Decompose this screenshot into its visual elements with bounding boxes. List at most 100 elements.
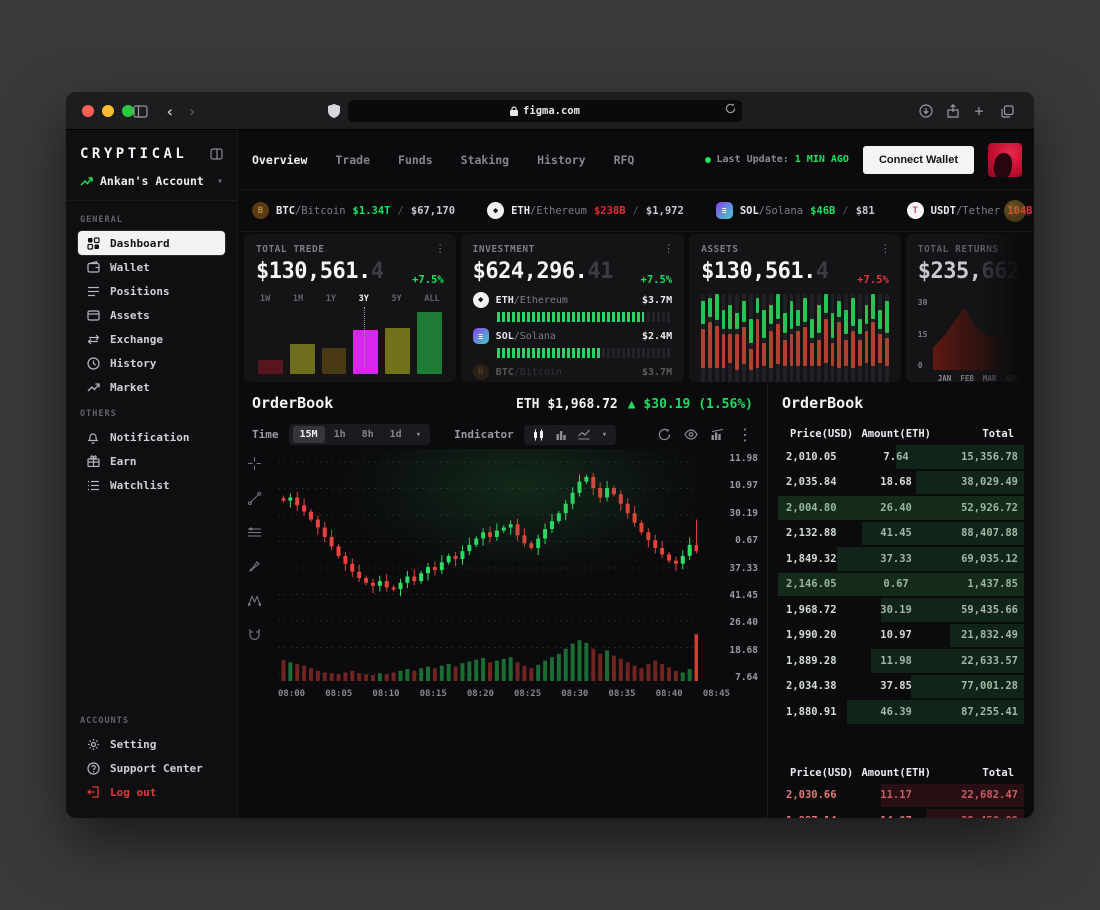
timeframe-15m[interactable]: 15M	[292, 426, 325, 443]
back-icon[interactable]: ‹	[165, 101, 175, 121]
stats-icon[interactable]	[711, 429, 724, 440]
account-switcher[interactable]: Ankan's Account ▾	[66, 162, 237, 198]
kebab-menu-icon[interactable]: ⋮	[879, 242, 891, 255]
sidebar-item-exchange[interactable]: Exchange	[78, 327, 225, 351]
crosshair-tool-icon[interactable]	[248, 457, 261, 470]
sidebar-item-watchlist[interactable]: Watchlist	[78, 473, 225, 497]
pair-base: BTC	[276, 204, 295, 217]
kebab-menu-icon[interactable]: ⋮	[737, 425, 753, 444]
amount-cell: 0.67	[883, 578, 909, 591]
sidebar-item-log-out[interactable]: Log out	[78, 780, 225, 804]
sidebar-item-earn[interactable]: Earn	[78, 449, 225, 473]
range-all[interactable]: ALL	[424, 294, 440, 304]
line-style-icon[interactable]	[573, 427, 595, 442]
timeframe-1h[interactable]: 1h	[333, 429, 346, 440]
price-cell: 2,035.84	[786, 476, 837, 489]
magnet-tool-icon[interactable]	[248, 628, 261, 641]
orderbook-row[interactable]: 1,990.20 10.97 21,832.49	[778, 623, 1024, 649]
price-label: 18.68	[729, 644, 758, 656]
pattern-tool-icon[interactable]	[248, 595, 261, 606]
orderbook-row[interactable]: 2,035.84 18.68 38,029.49	[778, 470, 1024, 496]
orderbook-row[interactable]: 1,997.1414.0728,450.09	[778, 808, 1024, 818]
time-label: 08:25	[514, 689, 542, 699]
ticker-item-sol[interactable]: ≡ SOL/Solana $46B / $81	[715, 202, 875, 219]
price-axis: 11.98 10.97 30.19 0.67 37.33 41.45 26.40 18.68 7…	[700, 449, 764, 685]
sidebar-item-assets[interactable]: Assets	[78, 303, 225, 327]
timeframe-1d[interactable]: 1d	[389, 429, 402, 440]
sidebar-item-market[interactable]: Market	[78, 375, 225, 399]
user-avatar[interactable]	[988, 142, 1022, 177]
btc-coin-icon: B	[252, 202, 269, 219]
returns-area-chart: 30 15 0	[918, 292, 1016, 370]
price: $67,170	[410, 204, 456, 217]
shield-extension-icon[interactable]	[324, 101, 344, 121]
nav-item-trade[interactable]: Trade	[335, 152, 371, 167]
forward-icon[interactable]: ›	[187, 101, 197, 121]
range-5y[interactable]: 5Y	[391, 294, 402, 304]
sidebar-item-support-center[interactable]: Support Center	[78, 756, 225, 780]
reload-icon[interactable]	[725, 103, 736, 114]
ticker-item-eth[interactable]: ◆ ETH/Ethereum $238B / $1,972	[487, 202, 684, 219]
range-1w[interactable]: 1W	[260, 294, 271, 304]
minimize-window-button[interactable]	[102, 105, 114, 117]
new-tab-icon[interactable]: +	[974, 102, 984, 120]
orderbook-row[interactable]: 1,880.91 46.39 87,255.41	[778, 699, 1024, 725]
trendline-tool-icon[interactable]	[248, 492, 261, 505]
eye-icon[interactable]	[684, 429, 698, 440]
sidebar-item-dashboard[interactable]: Dashboard	[78, 231, 225, 255]
investment-row-sol: ≡ SOL/Solana $2.4M	[472, 328, 673, 358]
ticker-item-btc[interactable]: B BTC/Bitcoin $1.34T / $67,170	[252, 202, 455, 219]
candlestick-style-icon[interactable]	[528, 427, 549, 443]
y-label: 30	[917, 298, 928, 307]
brush-tool-icon[interactable]	[248, 560, 261, 573]
toggle-sidebar-icon[interactable]	[130, 101, 150, 121]
nav-item-overview[interactable]: Overview	[252, 152, 308, 167]
range-1m[interactable]: 1M	[292, 294, 304, 304]
nav-item-funds[interactable]: Funds	[398, 152, 433, 167]
notification-icon	[86, 431, 100, 444]
orderbook-row[interactable]: 1,968.72 30.19 59,435.66	[778, 597, 1024, 623]
address-bar[interactable]: figma.com	[348, 100, 742, 122]
orderbook-row[interactable]: 2,030.66 11.17 22,682.47	[778, 783, 1024, 809]
connect-wallet-button[interactable]: Connect Wallet	[862, 145, 974, 174]
sidebar-item-wallet[interactable]: Wallet	[78, 255, 225, 279]
orderbook-row[interactable]: 2,132.88 41.45 88,407.88	[778, 521, 1024, 547]
orderbook-row[interactable]: 1,889.28 11.98 22,633.57	[778, 648, 1024, 674]
sidebar-item-setting[interactable]: Setting	[78, 732, 225, 756]
kebab-menu-icon[interactable]: ⋮	[434, 242, 446, 255]
orderbook-row[interactable]: 2,004.80 26.40 52,926.72	[778, 495, 1024, 521]
time-label: 08:00	[278, 689, 306, 699]
amount-cell: 18.68	[880, 476, 912, 489]
range-3y[interactable]: 3Y	[358, 294, 369, 367]
chevron-down-icon[interactable]: ▾	[415, 429, 422, 440]
chevron-down-icon[interactable]: ▾	[601, 429, 608, 440]
orderbook-row[interactable]: 2,146.05 0.67 1,437.85	[778, 572, 1024, 598]
downloads-icon[interactable]	[916, 101, 936, 121]
month-label: APR	[1005, 374, 1019, 382]
orderbook-row[interactable]: 1,849.32 37.33 69,035.12	[778, 546, 1024, 572]
range-1y[interactable]: 1Y	[325, 294, 336, 304]
orderbook-row[interactable]: 2,010.05 7.64 15,356.78	[778, 444, 1024, 470]
timeframe-8h[interactable]: 8h	[361, 429, 374, 440]
horizontal-lines-tool-icon[interactable]	[248, 527, 261, 538]
allocation-bar	[496, 348, 673, 358]
orderbook-row[interactable]: 2,034.38 37.85 77,001.28	[778, 674, 1024, 700]
nav-item-staking[interactable]: Staking	[460, 152, 510, 167]
price-label: 11.98	[729, 453, 758, 464]
collapse-sidebar-icon[interactable]	[210, 148, 223, 160]
bar-style-icon[interactable]	[551, 427, 571, 442]
kebab-menu-icon[interactable]: ⋮	[663, 242, 675, 255]
sidebar-item-history[interactable]: History	[78, 351, 225, 375]
sidebar-item-notification[interactable]: Notification	[78, 425, 225, 449]
nav-item-history[interactable]: History	[537, 152, 586, 167]
share-icon[interactable]	[943, 101, 963, 121]
stat-cards: TOTAL TREDE ⋮ $130,561.4 +7.5% 1W 1M 1Y 3Y 5…	[238, 232, 1034, 382]
tab-overview-icon[interactable]	[997, 101, 1017, 121]
refresh-icon[interactable]	[658, 428, 671, 441]
zoom-window-button[interactable]	[122, 105, 134, 117]
nav-item-rfq[interactable]: RFQ	[613, 152, 635, 167]
sidebar-group-label: ACCOUNTS	[80, 716, 129, 726]
close-window-button[interactable]	[82, 105, 94, 117]
sidebar-item-positions[interactable]: Positions	[78, 279, 225, 303]
